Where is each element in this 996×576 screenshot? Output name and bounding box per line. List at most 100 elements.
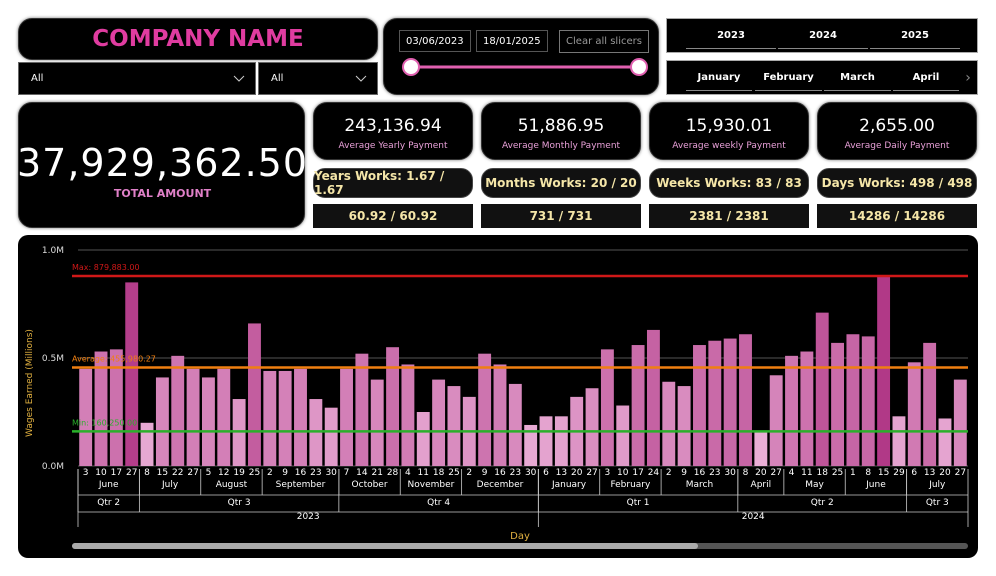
day-label: 20: [755, 468, 767, 478]
bar: [94, 351, 108, 466]
year-button[interactable]: 2025: [870, 23, 960, 49]
year-button[interactable]: 2023: [686, 23, 776, 49]
bar: [631, 345, 645, 466]
next-arrow[interactable]: ›: [961, 65, 975, 91]
year-label: 2023: [297, 512, 320, 522]
month-label: January: [551, 480, 587, 490]
quarter-label: Qtr 3: [228, 498, 251, 508]
bar: [248, 323, 261, 466]
day-label: 13: [556, 468, 567, 478]
bar: [370, 379, 384, 466]
day-label: 2: [267, 468, 273, 478]
dropdown-text: All: [31, 73, 44, 84]
day-label: 5: [206, 468, 212, 478]
year-button[interactable]: 2024: [778, 23, 868, 49]
month-label: September: [276, 480, 326, 490]
month-button[interactable]: April: [893, 65, 959, 91]
start-date[interactable]: 03/06/2023: [399, 30, 471, 52]
month-label: April: [751, 480, 772, 490]
day-label: 14: [356, 468, 368, 478]
day-label: 16: [295, 468, 307, 478]
day-label: 9: [482, 468, 488, 478]
day-label: 27: [187, 468, 198, 478]
month-label: July: [928, 480, 946, 490]
day-label: 25: [832, 468, 843, 478]
bar: [585, 388, 599, 466]
bar: [769, 375, 783, 466]
bar: [923, 342, 937, 466]
bar: [600, 349, 614, 466]
day-label: 9: [282, 468, 288, 478]
day-label: 12: [218, 468, 229, 478]
bar: [877, 275, 891, 466]
bar: [693, 345, 706, 466]
kpi-value: 243,136.94: [344, 116, 442, 136]
range-slider[interactable]: [384, 55, 660, 79]
end-date[interactable]: 18/01/2025: [476, 30, 548, 52]
day-label: 9: [681, 468, 687, 478]
day-label: 22: [172, 468, 183, 478]
chevron: [233, 75, 245, 82]
month-label: July: [161, 480, 179, 490]
clear-button[interactable]: Clear all slicers: [559, 30, 649, 53]
y-axis-title: Wages Earned (Millions): [25, 329, 35, 437]
day-label: 21: [371, 468, 382, 478]
bar: [953, 379, 967, 466]
dropdown[interactable]: All: [18, 62, 256, 95]
bar: [263, 370, 277, 466]
month-label: March: [686, 480, 713, 490]
dropdown[interactable]: All: [258, 62, 378, 95]
day-label: 11: [801, 468, 812, 478]
bar: [217, 368, 231, 466]
day-label: 30: [325, 468, 337, 478]
bar: [508, 383, 522, 466]
scrollbar-thumb[interactable]: [72, 543, 698, 549]
month-button[interactable]: March: [824, 65, 891, 91]
day-label: 19: [233, 468, 245, 478]
day-label: 20: [571, 468, 583, 478]
day-label: 16: [694, 468, 706, 478]
bar: [109, 349, 123, 466]
day-label: 30: [724, 468, 736, 478]
bar: [831, 342, 845, 466]
bar: [171, 355, 185, 466]
day-label: 4: [405, 468, 411, 478]
y-tick-label: 0.0M: [42, 462, 64, 472]
bar: [478, 353, 492, 466]
month-button[interactable]: February: [755, 65, 822, 91]
day-label: 7: [344, 468, 350, 478]
month-button[interactable]: January: [686, 65, 752, 91]
day-label: 8: [144, 468, 150, 478]
chevron: [355, 75, 367, 82]
day-label: 6: [911, 468, 917, 478]
date-slicer: 03/06/2023 18/01/2025 Clear all slicers: [383, 18, 659, 95]
reference-label: Max: 879,883.00: [72, 263, 140, 272]
day-label: 23: [709, 468, 720, 478]
quarter-label: Qtr 2: [97, 498, 120, 508]
year-slicer: 2023 2024 2025: [666, 18, 978, 53]
bar: [432, 379, 446, 466]
kpi-card: [817, 102, 977, 160]
works-pill: Days Works: 498 / 498: [817, 168, 977, 198]
month-label: June: [98, 480, 119, 490]
month-label: May: [805, 480, 824, 490]
day-label: 18: [433, 468, 445, 478]
day-label: 16: [494, 468, 506, 478]
kpi-value: 51,886.95: [517, 116, 605, 136]
month-label: October: [352, 480, 388, 490]
year-label: 2024: [742, 512, 765, 522]
kpi-label: Average weekly Payment: [672, 141, 786, 151]
bar: [677, 386, 691, 466]
bar: [800, 351, 814, 466]
day-label: 17: [111, 468, 122, 478]
bar: [708, 340, 722, 466]
works-pill: Years Works: 1.67 / 1.67: [313, 168, 473, 198]
bar: [201, 377, 215, 466]
day-label: 20: [939, 468, 951, 478]
month-label: June: [865, 480, 886, 490]
bar: [815, 312, 829, 466]
y-tick-label: 0.5M: [42, 354, 64, 364]
bar: [294, 368, 307, 466]
quarter-label: Qtr 1: [627, 498, 650, 508]
kpi-label: Average Yearly Payment: [338, 141, 448, 151]
